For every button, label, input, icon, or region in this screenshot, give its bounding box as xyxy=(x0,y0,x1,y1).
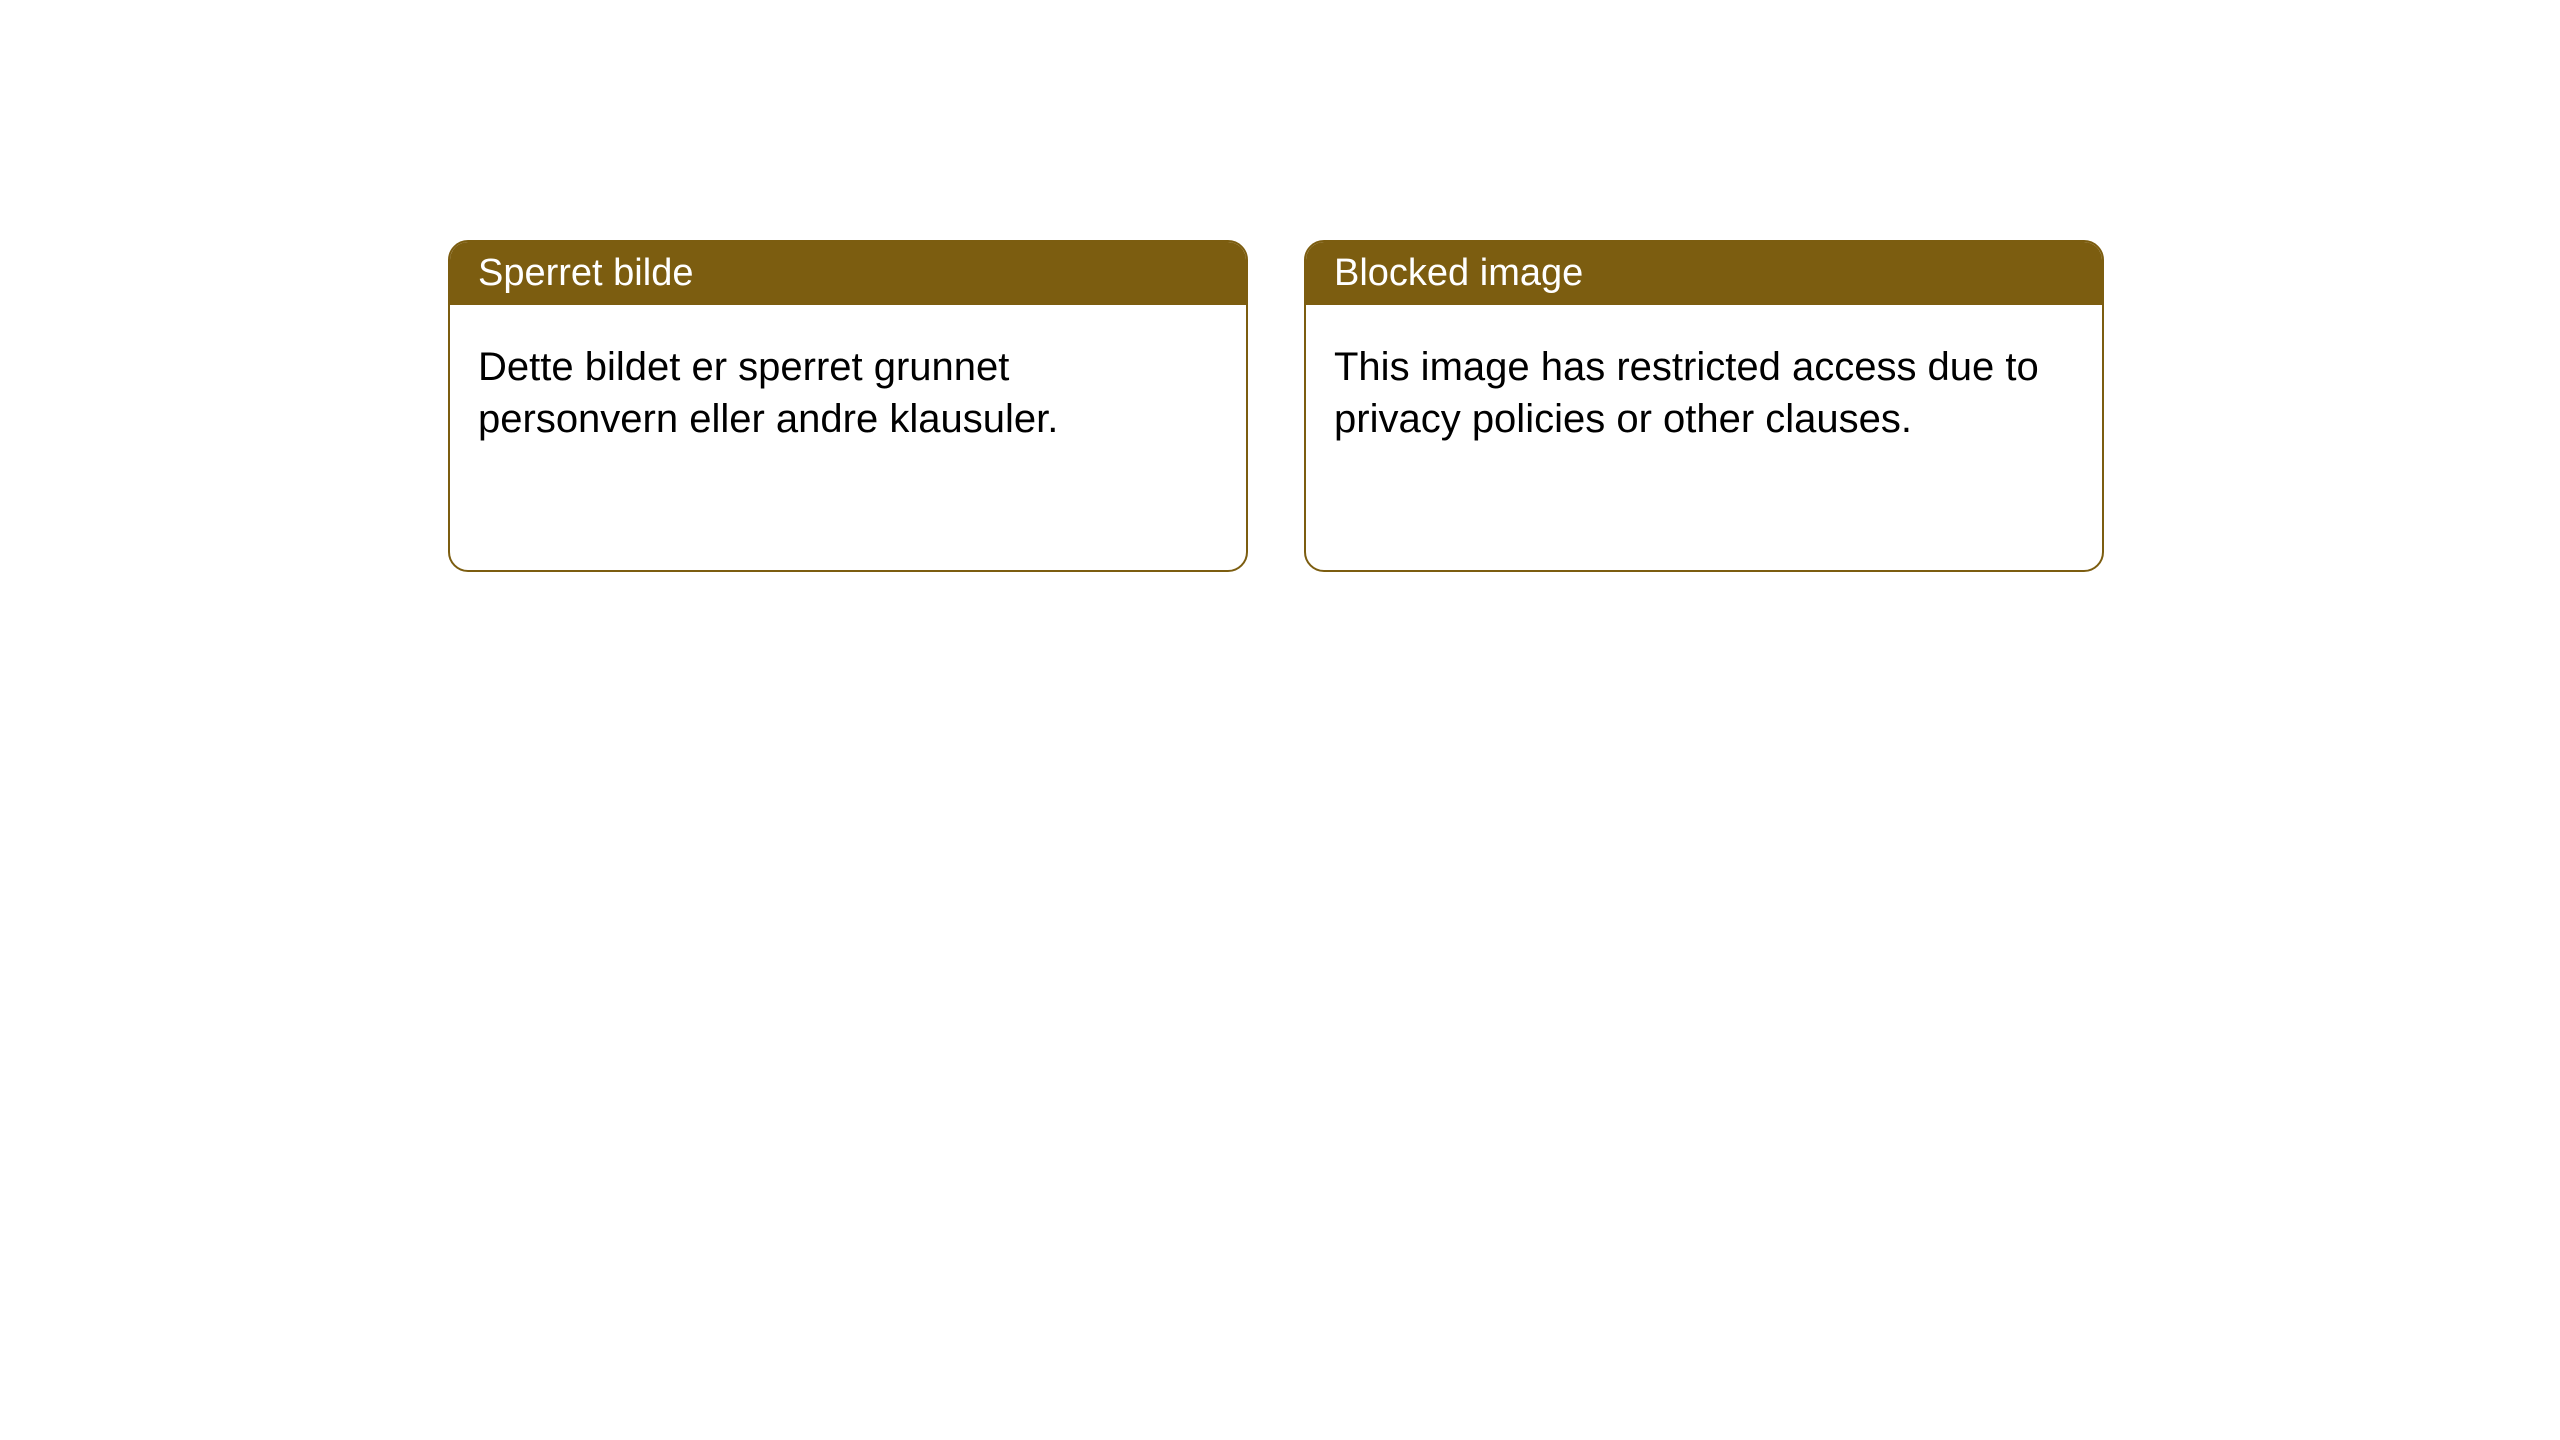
notice-header: Sperret bilde xyxy=(450,242,1246,305)
notice-body: Dette bildet er sperret grunnet personve… xyxy=(450,305,1246,481)
notice-title: Blocked image xyxy=(1334,252,1583,294)
notice-header: Blocked image xyxy=(1306,242,2102,305)
notice-title: Sperret bilde xyxy=(478,252,693,294)
notice-card-english: Blocked image This image has restricted … xyxy=(1304,240,2104,572)
notice-text: Dette bildet er sperret grunnet personve… xyxy=(478,345,1058,441)
notice-text: This image has restricted access due to … xyxy=(1334,345,2039,441)
notice-container: Sperret bilde Dette bildet er sperret gr… xyxy=(448,240,2104,572)
notice-body: This image has restricted access due to … xyxy=(1306,305,2102,481)
notice-card-norwegian: Sperret bilde Dette bildet er sperret gr… xyxy=(448,240,1248,572)
